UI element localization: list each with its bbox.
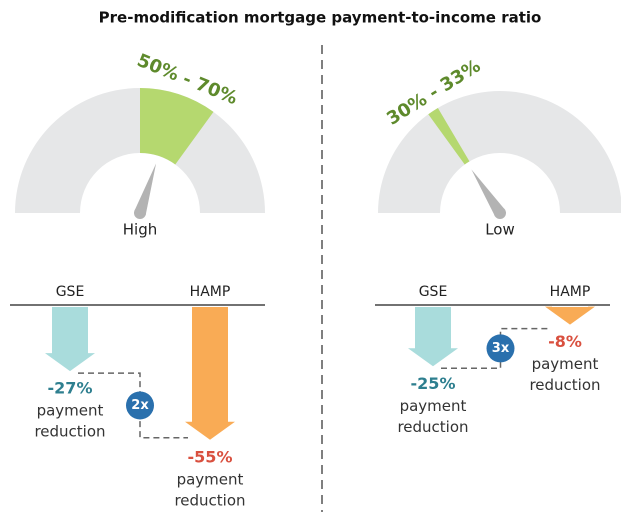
title: Pre-modification mortgage payment-to-inc… bbox=[99, 9, 542, 27]
column-label: GSE bbox=[419, 284, 448, 300]
gauge-needle bbox=[471, 169, 506, 217]
needle-hub bbox=[494, 207, 506, 219]
caption: reduction bbox=[174, 491, 245, 509]
caption: payment bbox=[532, 355, 599, 373]
caption: reduction bbox=[397, 418, 468, 436]
caption: payment bbox=[400, 397, 467, 415]
reduction-arrow bbox=[185, 307, 235, 440]
caption: payment bbox=[37, 402, 104, 420]
gauge-range bbox=[140, 88, 214, 165]
level-label: Low bbox=[485, 221, 515, 239]
reduction-arrow bbox=[408, 307, 458, 367]
needle-hub bbox=[134, 207, 146, 219]
column-label: HAMP bbox=[550, 284, 591, 300]
multiplier-label: 2x bbox=[131, 398, 149, 413]
caption: payment bbox=[177, 470, 244, 488]
connector bbox=[441, 327, 548, 369]
caption: reduction bbox=[34, 423, 105, 441]
multiplier-badge bbox=[126, 391, 154, 420]
multiplier-label: 3x bbox=[492, 341, 510, 356]
value-label: -25% bbox=[411, 374, 456, 393]
level-label: High bbox=[123, 221, 157, 239]
reduction-arrow bbox=[45, 307, 95, 372]
reduction-arrow bbox=[545, 306, 595, 325]
multiplier-badge bbox=[486, 334, 515, 363]
column-label: GSE bbox=[56, 284, 85, 300]
value-label: -27% bbox=[48, 379, 93, 398]
value-label: -55% bbox=[188, 447, 233, 466]
gauge-needle bbox=[134, 163, 157, 215]
gauge-range bbox=[428, 107, 470, 165]
column-label: HAMP bbox=[190, 284, 231, 300]
caption: reduction bbox=[529, 376, 600, 394]
value-label: -8% bbox=[548, 332, 582, 351]
